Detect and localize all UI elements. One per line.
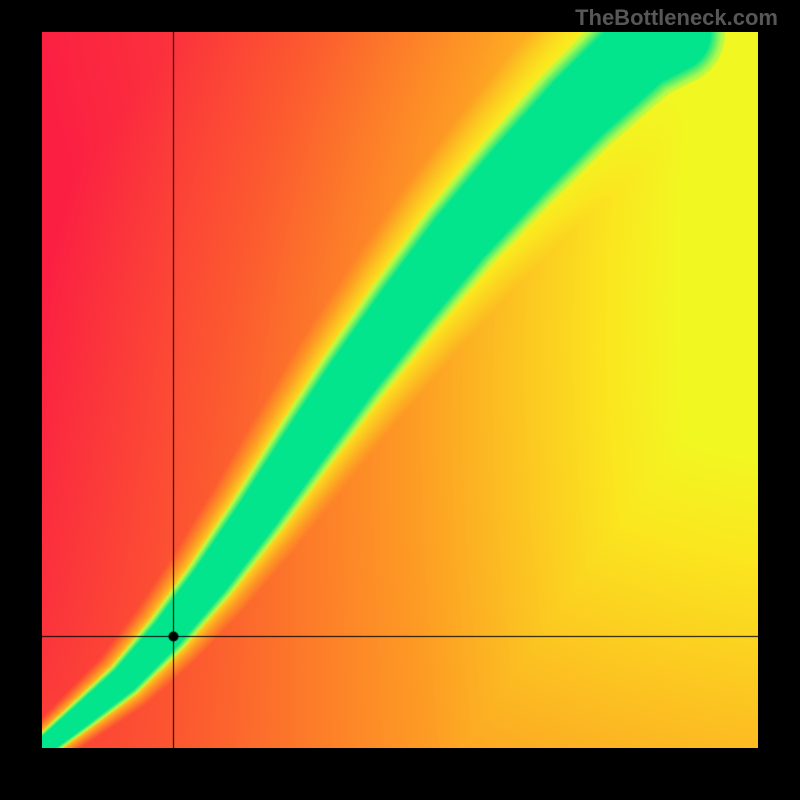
chart-container: TheBottleneck.com <box>0 0 800 800</box>
watermark-text: TheBottleneck.com <box>575 5 778 31</box>
bottleneck-heatmap <box>42 32 758 748</box>
